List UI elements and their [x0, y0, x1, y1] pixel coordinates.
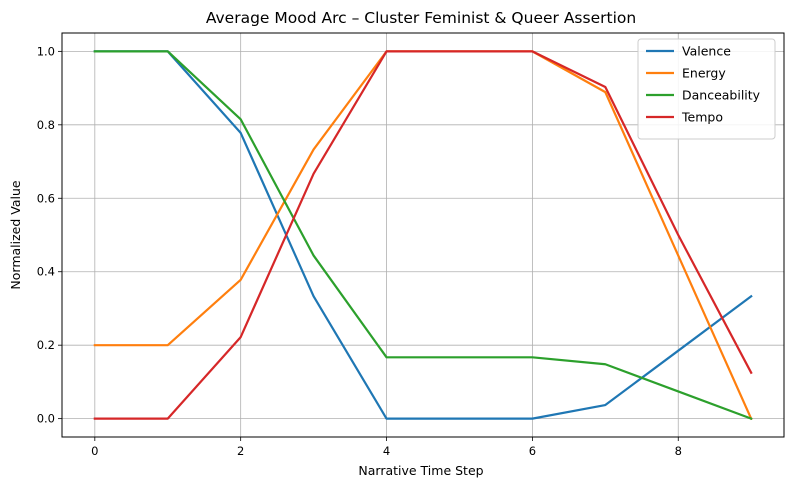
- x-tick-label: 2: [237, 444, 244, 458]
- x-axis-label: Narrative Time Step: [358, 463, 483, 478]
- x-tick-label: 8: [675, 444, 682, 458]
- y-tick-label: 0.8: [37, 118, 55, 132]
- x-axis-ticks: 0 2 4 6 8: [91, 437, 682, 458]
- legend-label: Tempo: [681, 110, 723, 125]
- legend-label: Energy: [682, 66, 726, 81]
- series-lines: [93, 50, 753, 421]
- x-tick-label: 0: [91, 444, 98, 458]
- plot-frame: [61, 32, 785, 438]
- legend-box: [637, 38, 776, 140]
- y-tick-label: 0.2: [37, 338, 55, 352]
- y-axis-ticks: 0.0 0.2 0.4 0.6 0.8 1.0: [37, 44, 62, 426]
- legend-label: Danceability: [682, 88, 761, 103]
- y-tick-label: 1.0: [37, 44, 55, 58]
- series-line-tempo: [93, 50, 753, 420]
- y-tick-label: 0.4: [37, 265, 55, 279]
- y-tick-label: 0.6: [37, 191, 55, 205]
- legend: Valence Energy Danceability Tempo: [637, 38, 776, 140]
- y-axis-label: Normalized Value: [8, 180, 23, 289]
- y-tick-label: 0.0: [37, 412, 55, 426]
- x-tick-label: 4: [383, 444, 390, 458]
- chart-title: Average Mood Arc – Cluster Feminist & Qu…: [206, 9, 636, 27]
- x-tick-label: 6: [529, 444, 536, 458]
- series-line-danceability: [93, 50, 753, 421]
- legend-label: Valence: [682, 44, 731, 59]
